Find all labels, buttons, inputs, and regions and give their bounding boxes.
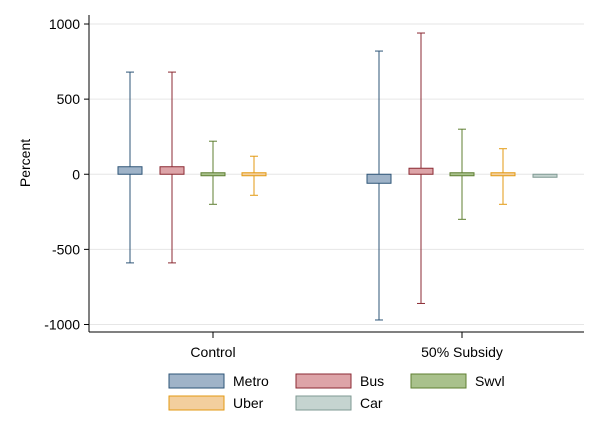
legend-swatch-swvl bbox=[410, 373, 467, 389]
legend-label-swvl: Swvl bbox=[475, 373, 505, 389]
legend-swatch-uber bbox=[168, 395, 225, 411]
uber-50pct-subsidy-bar bbox=[490, 172, 516, 177]
axis-layer: 1000 500 0 -500 -1000 Percent Control 50% Subsi… bbox=[17, 15, 584, 360]
swvl-50pct-subsidy-bar bbox=[449, 172, 475, 177]
marks-layer bbox=[117, 32, 558, 321]
legend-swatch-car bbox=[295, 395, 352, 411]
legend-swatch-bus bbox=[295, 373, 352, 389]
legend-label-uber: Uber bbox=[233, 395, 264, 411]
bus-control-bar bbox=[159, 166, 185, 175]
legend-layer: Metro Bus Swvl Uber Car bbox=[168, 373, 505, 411]
swvl-control-bar bbox=[200, 172, 226, 177]
y-tick-label-500: 500 bbox=[57, 91, 81, 107]
legend-label-car: Car bbox=[360, 395, 383, 411]
legend-label-bus: Bus bbox=[360, 373, 384, 389]
y-tick-label-1000: 1000 bbox=[49, 16, 80, 32]
y-tick-label-1000: -1000 bbox=[44, 316, 80, 332]
legend-label-metro: Metro bbox=[233, 373, 269, 389]
x-tick-label-control: Control bbox=[190, 344, 235, 360]
bus-50pct-subsidy-bar bbox=[408, 167, 434, 175]
y-tick-label-0: 0 bbox=[72, 166, 80, 182]
uber-control-bar bbox=[241, 172, 267, 177]
x-tick-label-50pct-subsidy: 50% Subsidy bbox=[421, 344, 503, 360]
y-tick-label-500: -500 bbox=[52, 241, 80, 257]
legend-swatch-metro bbox=[168, 373, 225, 389]
car-50pct-subsidy-bar bbox=[532, 173, 558, 178]
metro-50pct-subsidy-bar bbox=[366, 173, 392, 184]
y-axis-label: Percent bbox=[17, 139, 33, 187]
metro-control-bar bbox=[117, 166, 143, 175]
